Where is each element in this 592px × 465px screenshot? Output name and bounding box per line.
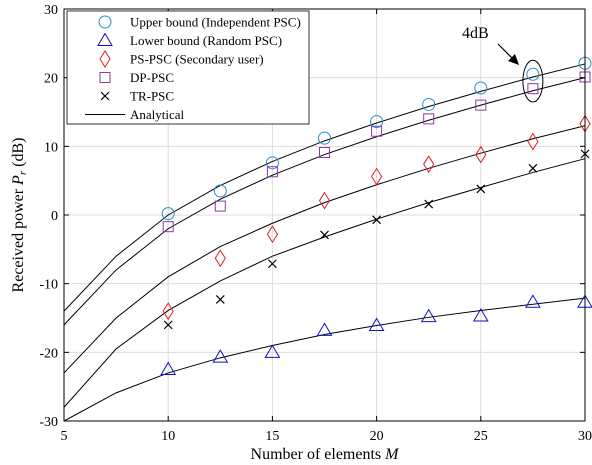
data-point-circle <box>370 115 384 129</box>
data-point-triangle <box>212 349 229 363</box>
y-tick-label: -20 <box>39 346 58 361</box>
data-point-diamond <box>475 145 487 164</box>
legend-label: TR-PSC <box>130 89 174 104</box>
data-point-square <box>527 83 539 95</box>
data-point-x <box>476 184 486 194</box>
data-point-diamond <box>318 191 331 210</box>
y-tick-label: 0 <box>51 209 58 224</box>
data-point-diamond <box>423 155 435 174</box>
data-markers <box>160 56 592 375</box>
y-tick-label: 20 <box>44 72 58 87</box>
legend-label: DP-PSC <box>130 70 174 85</box>
analytical-curve <box>63 77 586 326</box>
legend: Upper bound (Independent PSC) Lower bound… <box>66 10 310 125</box>
data-point-triangle <box>160 361 177 375</box>
data-point-square <box>266 166 278 178</box>
data-point-x <box>163 320 173 330</box>
data-point-x <box>267 259 277 269</box>
y-tick-label: 10 <box>44 140 58 155</box>
analytical-curve <box>63 63 586 312</box>
data-point-square <box>162 221 174 233</box>
x-axis-label: Number of elements M <box>251 446 401 463</box>
data-point-x <box>372 215 382 225</box>
x-tick-label: 15 <box>265 429 279 444</box>
data-point-triangle <box>368 317 385 332</box>
data-point-diamond <box>266 225 278 244</box>
data-point-circle <box>474 81 488 95</box>
legend-marker-triangle <box>97 32 113 46</box>
annotation-label: 4dB <box>462 25 489 42</box>
data-point-diamond <box>527 132 539 151</box>
data-point-triangle <box>316 322 333 336</box>
data-point-circle <box>526 67 540 81</box>
data-point-circle <box>265 156 279 170</box>
legend-marker-diamond <box>99 50 111 68</box>
analytical-curve <box>63 125 586 374</box>
x-tick-label: 30 <box>578 429 592 444</box>
analytical-curves <box>63 63 586 422</box>
data-point-circle <box>318 131 331 145</box>
axis-ticks: 5 10 15 20 25 30 -30 -20 -10 0 10 20 30 <box>39 3 592 444</box>
data-point-circle <box>422 97 436 111</box>
data-point-square <box>214 200 226 212</box>
legend-marker-x <box>100 91 110 101</box>
legend-marker-circle <box>98 15 112 29</box>
data-point-circle <box>161 207 175 221</box>
x-tick-label: 20 <box>370 429 384 444</box>
annotation-4db: 4dB <box>462 25 544 103</box>
annotation-arrow-head <box>508 54 519 65</box>
data-point-triangle <box>420 308 437 323</box>
y-tick-label: 30 <box>44 3 58 18</box>
y-axis-label: Received power Pr (dB) <box>10 138 29 293</box>
data-point-circle <box>213 184 227 198</box>
legend-label: Upper bound (Independent PSC) <box>130 15 301 30</box>
data-point-square <box>475 99 487 111</box>
x-tick-label: 25 <box>474 429 488 444</box>
y-tick-label: -10 <box>39 278 58 293</box>
y-tick-label: -30 <box>39 415 58 430</box>
data-point-diamond <box>162 302 174 321</box>
data-point-x <box>215 295 225 304</box>
data-point-triangle <box>472 307 489 322</box>
data-point-x <box>528 163 538 173</box>
legend-box <box>66 10 310 125</box>
legend-label: PS-PSC (Secondary user) <box>130 52 264 67</box>
data-point-x <box>320 230 329 240</box>
x-tick-label: 5 <box>61 429 68 444</box>
legend-marker-square <box>99 72 111 83</box>
data-point-diamond <box>371 167 383 186</box>
analytical-curve <box>63 297 586 422</box>
x-tick-label: 10 <box>161 429 175 444</box>
data-point-square <box>371 125 383 137</box>
annotation-ellipse <box>522 59 544 103</box>
data-point-triangle <box>264 344 281 358</box>
data-point-triangle <box>525 294 541 308</box>
data-point-x <box>424 199 434 209</box>
data-point-square <box>319 147 330 159</box>
data-point-diamond <box>214 249 226 268</box>
legend-label: Analytical <box>130 107 185 122</box>
legend-label: Lower bound (Random PSC) <box>130 33 282 48</box>
analytical-curve <box>63 158 586 408</box>
data-point-square <box>423 113 435 125</box>
